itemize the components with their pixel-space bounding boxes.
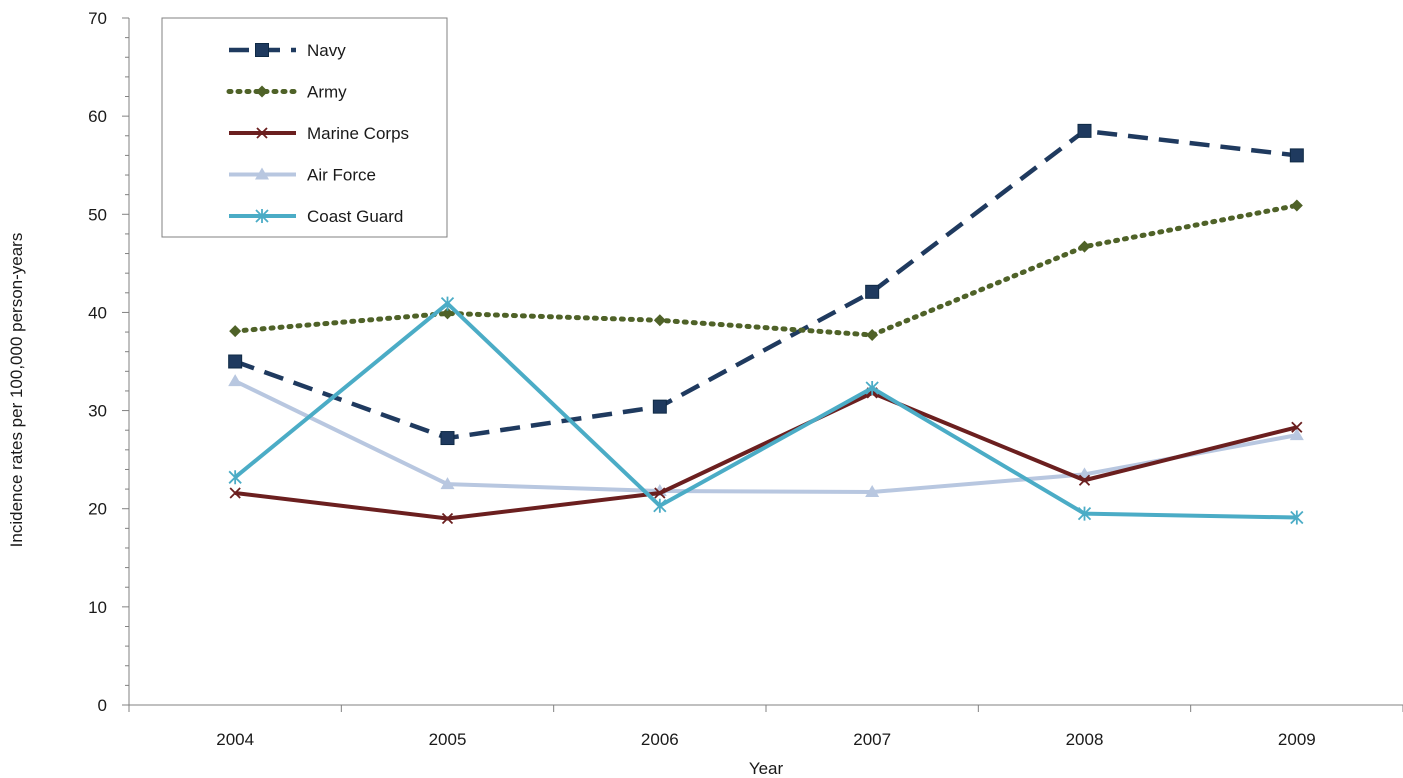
data-point-coast-guard bbox=[440, 296, 455, 311]
legend-label-navy: Navy bbox=[307, 41, 346, 60]
series-line-navy bbox=[234, 128, 1298, 441]
legend-marker-air-force bbox=[255, 167, 269, 180]
data-point-navy bbox=[865, 284, 880, 299]
data-point-marine-corps bbox=[441, 512, 454, 525]
data-point-army bbox=[229, 325, 242, 338]
data-point-army bbox=[441, 307, 454, 320]
x-tick-label: 2008 bbox=[1066, 730, 1104, 749]
legend: Navy Army Marine Corps Air Force Coast Guard bbox=[161, 17, 448, 238]
data-point-coast-guard bbox=[865, 380, 879, 395]
series-army bbox=[229, 199, 1303, 342]
data-point-navy bbox=[1289, 148, 1304, 163]
data-point-air-force bbox=[865, 485, 880, 498]
legend-label-marine-corps: Marine Corps bbox=[307, 124, 409, 143]
data-point-army bbox=[1078, 240, 1091, 253]
y-tick-label: 0 bbox=[98, 696, 107, 715]
data-point-marine-corps bbox=[1291, 421, 1303, 433]
data-point-coast-guard bbox=[653, 498, 667, 513]
series-line-coast-guard bbox=[233, 301, 1297, 520]
series-layer bbox=[228, 123, 1304, 525]
data-point-navy bbox=[652, 399, 667, 414]
y-tick-label: 20 bbox=[88, 500, 107, 519]
y-tick-label: 70 bbox=[88, 9, 107, 28]
y-tick-label: 50 bbox=[88, 205, 107, 224]
series-line-air-force bbox=[234, 379, 1298, 495]
y-axis-title: Incidence rates per 100,000 person-years bbox=[7, 233, 26, 548]
x-tick-label: 2007 bbox=[853, 730, 891, 749]
x-tick-label: 2005 bbox=[429, 730, 467, 749]
data-point-air-force bbox=[228, 374, 243, 387]
legend-marker-army bbox=[256, 85, 268, 98]
y-tick-label: 30 bbox=[88, 402, 107, 421]
data-point-coast-guard bbox=[1077, 506, 1092, 521]
legend-item-army: Army bbox=[226, 83, 347, 102]
x-tick-label: 2004 bbox=[216, 730, 254, 749]
legend-items: Navy Army Marine Corps Air Force Coast Guard bbox=[226, 41, 409, 226]
legend-label-air-force: Air Force bbox=[307, 166, 376, 185]
y-tick-label: 10 bbox=[88, 598, 107, 617]
y-tick-label: 60 bbox=[88, 107, 107, 126]
legend-item-navy: Navy bbox=[229, 41, 346, 60]
legend-item-marine-corps: Marine Corps bbox=[229, 124, 409, 143]
legend-item-air-force: Air Force bbox=[229, 166, 376, 185]
x-tick-label: 2009 bbox=[1278, 730, 1316, 749]
series-line-army bbox=[232, 202, 1300, 338]
data-point-navy bbox=[228, 354, 243, 369]
data-point-marine-corps bbox=[229, 487, 241, 499]
legend-label-army: Army bbox=[307, 83, 347, 102]
series-air-force bbox=[228, 374, 1304, 498]
legend-marker-marine-corps bbox=[256, 127, 268, 139]
series-coast-guard bbox=[228, 296, 1304, 525]
data-point-army bbox=[1290, 199, 1303, 212]
data-point-navy bbox=[440, 431, 455, 446]
data-point-coast-guard bbox=[1290, 510, 1304, 525]
data-point-navy bbox=[1077, 123, 1092, 138]
y-tick-label: 40 bbox=[88, 303, 107, 322]
data-point-marine-corps bbox=[1078, 474, 1091, 486]
legend-box bbox=[161, 17, 448, 238]
data-point-air-force bbox=[440, 477, 455, 490]
legend-label-coast-guard: Coast Guard bbox=[307, 207, 403, 226]
series-navy bbox=[228, 123, 1304, 446]
data-point-air-force bbox=[1289, 428, 1304, 441]
data-point-army bbox=[653, 314, 666, 327]
series-line-marine-corps bbox=[234, 390, 1298, 521]
data-point-marine-corps bbox=[654, 487, 666, 499]
x-axis-title: Year bbox=[749, 759, 784, 778]
legend-marker-coast-guard bbox=[255, 209, 269, 223]
series-marine-corps bbox=[229, 387, 1303, 525]
legend-item-coast-guard: Coast Guard bbox=[229, 207, 403, 226]
x-tick-label: 2006 bbox=[641, 730, 679, 749]
axes: 0 10 20 30 40 50 60 70 2004 2005 2006 2007 2008 2009 bbox=[88, 9, 1403, 749]
legend-marker-navy bbox=[255, 43, 269, 57]
data-point-coast-guard bbox=[228, 470, 242, 485]
data-point-army bbox=[866, 329, 879, 342]
